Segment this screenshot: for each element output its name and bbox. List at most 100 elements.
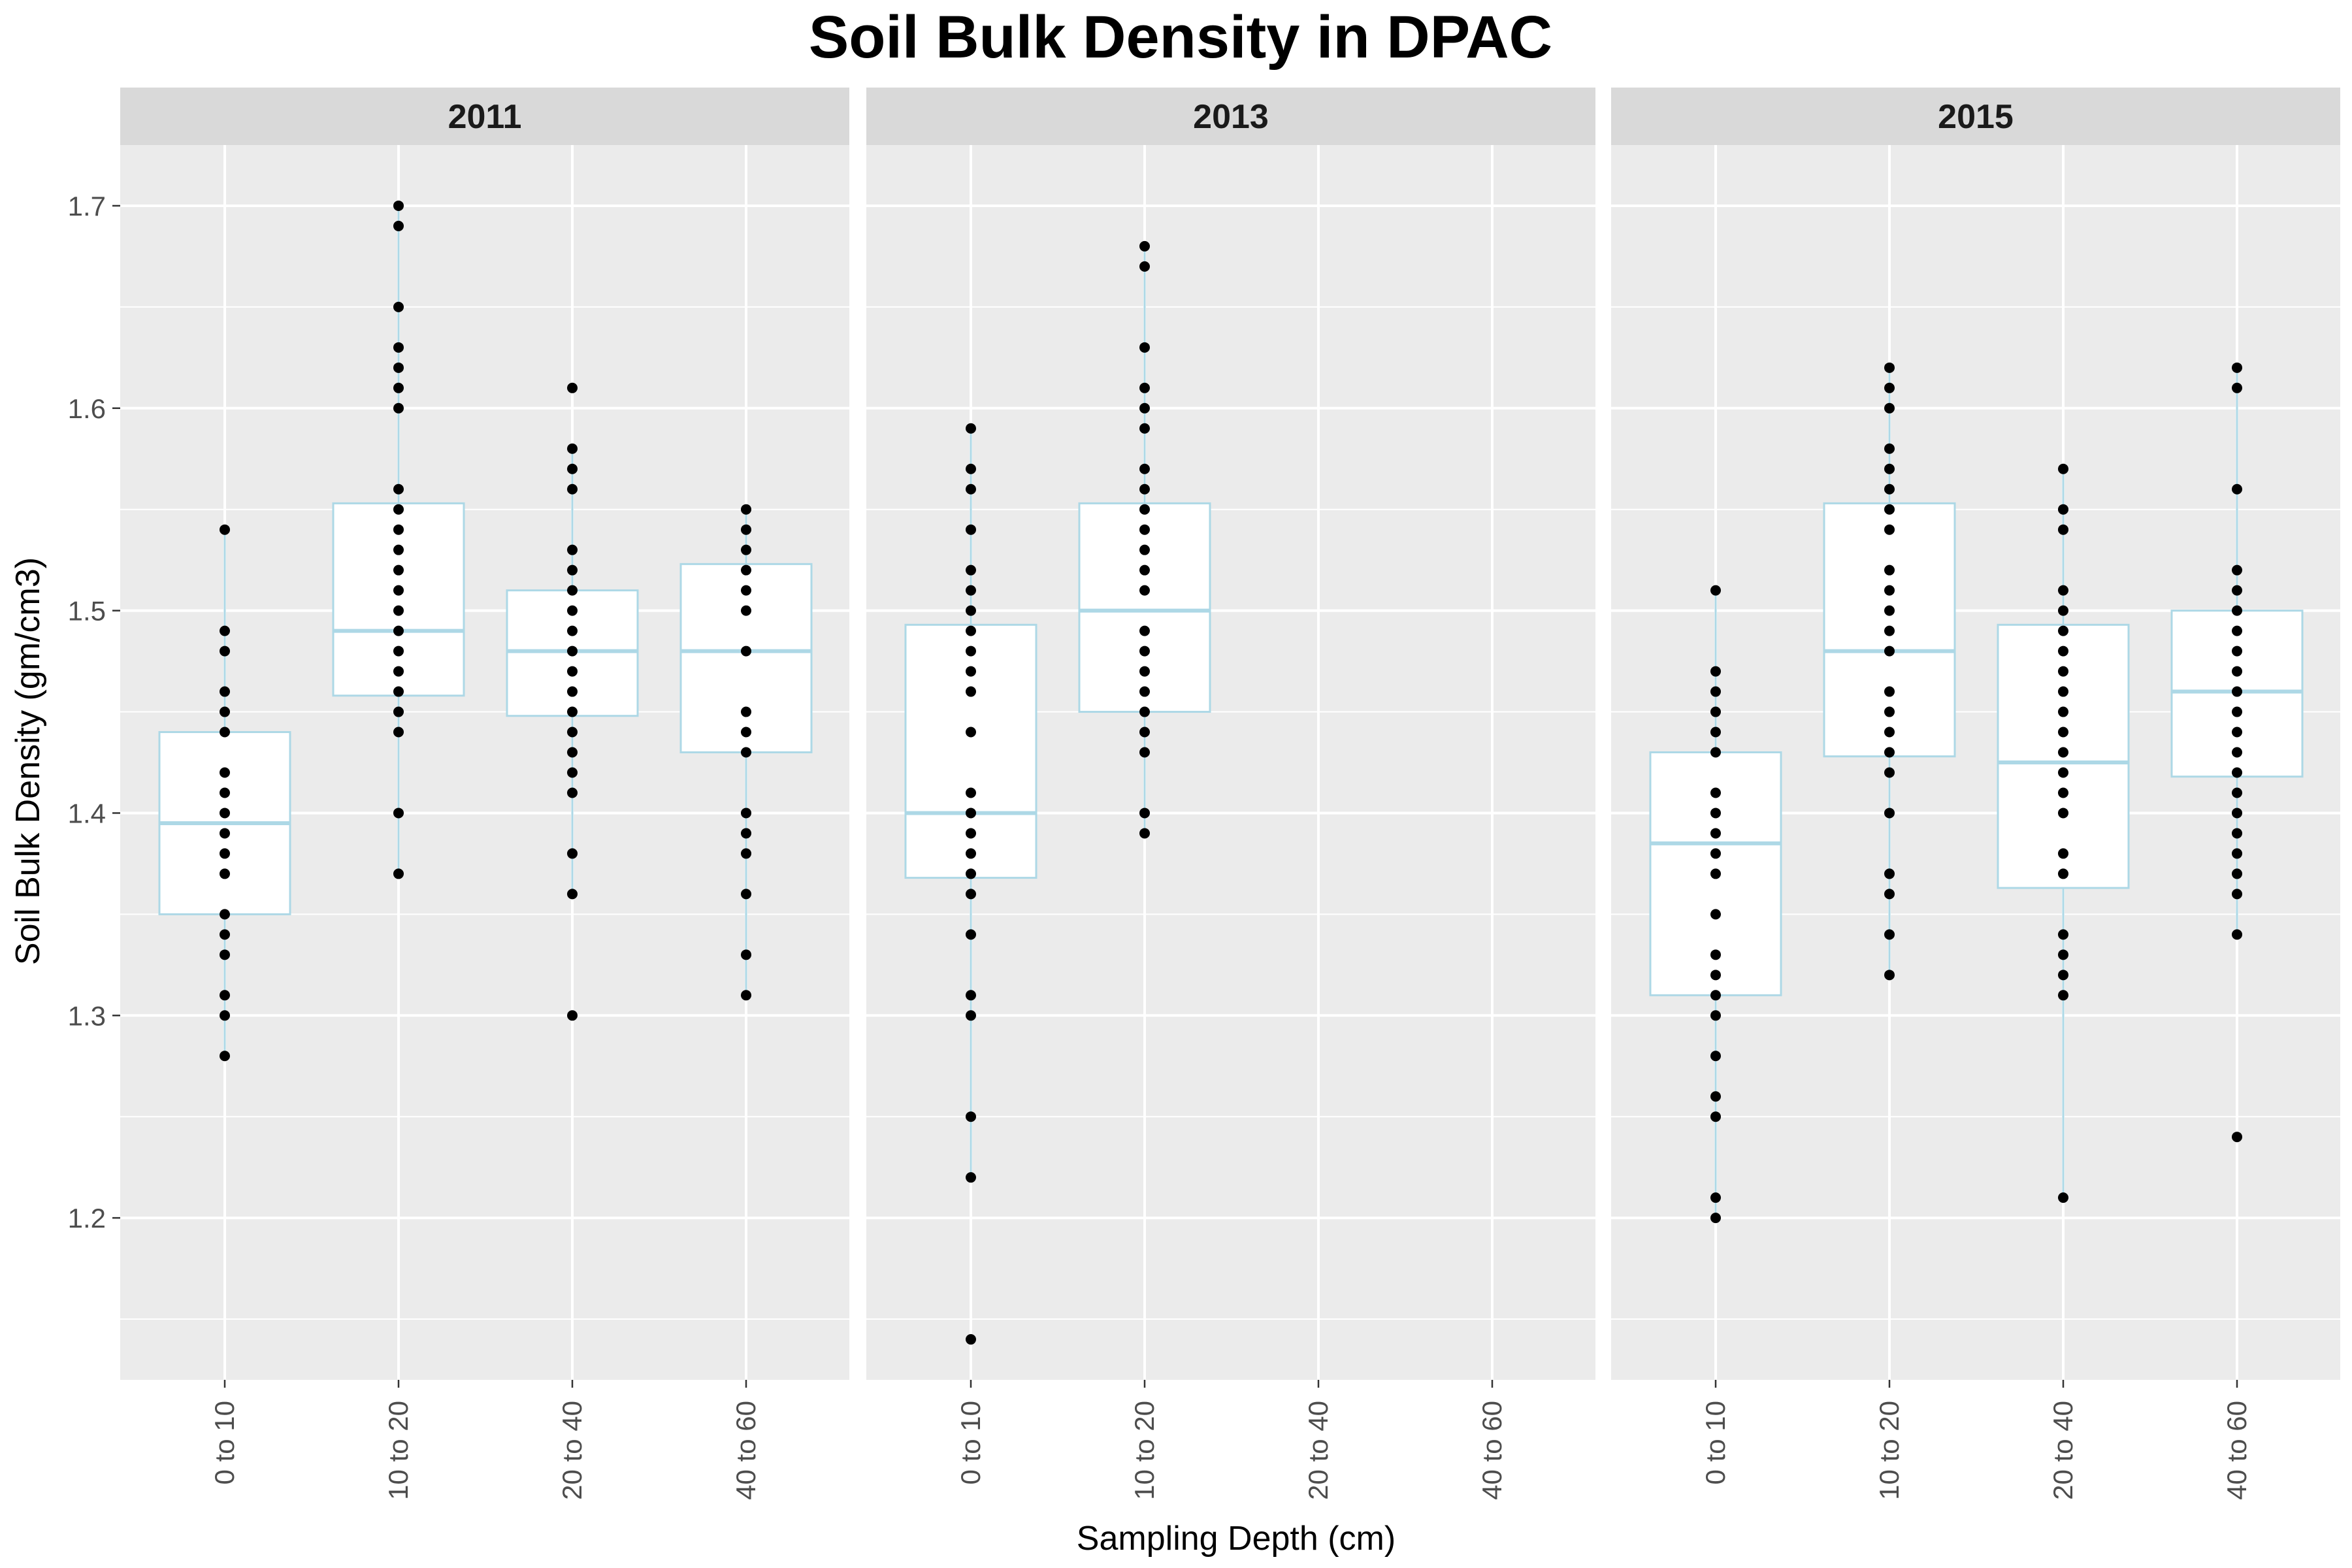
data-point — [1710, 1051, 1721, 1062]
data-point — [1139, 828, 1150, 839]
data-point — [567, 564, 578, 576]
y-tick-label: 1.5 — [68, 596, 106, 627]
data-point — [966, 1111, 976, 1122]
data-point — [966, 848, 976, 859]
data-point — [1710, 1213, 1721, 1224]
data-point — [2058, 605, 2068, 616]
boxplot-20-to-40 — [506, 382, 639, 1021]
data-point — [567, 1010, 578, 1021]
data-point — [220, 686, 230, 697]
data-point — [2232, 747, 2242, 758]
facet-panel-2015: 2015 0 to 10 10 to 20 20 to 40 40 to 60 — [1611, 88, 2340, 1500]
data-point — [220, 787, 230, 798]
data-point — [741, 706, 751, 717]
data-point — [741, 808, 751, 819]
data-point — [567, 706, 578, 717]
data-point — [567, 747, 578, 758]
data-point — [567, 727, 578, 738]
data-point — [966, 666, 976, 677]
box-iqr — [1078, 502, 1211, 713]
chart-title: Soil Bulk Density in DPAC — [809, 4, 1552, 71]
data-point — [1884, 970, 1895, 981]
data-point — [1884, 463, 1895, 474]
data-point — [220, 706, 230, 717]
x-axis: 0 to 10 10 to 20 20 to 40 40 to 60 — [955, 1380, 1507, 1500]
data-point — [741, 585, 751, 596]
data-point — [741, 504, 751, 515]
data-point — [393, 666, 404, 677]
data-point — [567, 463, 578, 474]
data-point — [1710, 949, 1721, 960]
data-point — [1710, 868, 1721, 879]
data-point — [1139, 585, 1150, 596]
data-point — [393, 504, 404, 515]
data-point — [2232, 808, 2242, 819]
data-point — [1884, 747, 1895, 758]
data-point — [1884, 524, 1895, 535]
data-point — [741, 848, 751, 859]
y-tick-label: 1.7 — [68, 191, 106, 221]
data-point — [567, 585, 578, 596]
data-point — [741, 727, 751, 738]
data-point — [966, 868, 976, 879]
data-point — [741, 949, 751, 960]
data-point — [393, 342, 404, 353]
data-point — [220, 645, 230, 657]
data-point — [1710, 686, 1721, 697]
data-point — [567, 645, 578, 657]
data-point — [1139, 504, 1150, 515]
boxplot-40-to-60 — [679, 504, 813, 1001]
data-point — [741, 747, 751, 758]
data-point — [1884, 686, 1895, 697]
data-point — [1710, 585, 1721, 596]
x-tick-label: 10 to 20 — [1129, 1401, 1160, 1500]
data-point — [966, 828, 976, 839]
data-point — [1884, 929, 1895, 940]
facet-panels: 2011 0 to 10 10 to 20 20 to 40 40 to 60 2013 0… — [120, 88, 2340, 1500]
data-point — [1710, 1111, 1721, 1122]
box-iqr — [904, 623, 1037, 879]
gridlines — [120, 145, 849, 1380]
data-point — [1884, 605, 1895, 616]
data-point — [220, 524, 230, 535]
data-point — [966, 686, 976, 697]
data-point — [393, 585, 404, 596]
x-tick-label: 10 to 20 — [1874, 1401, 1904, 1500]
data-point — [220, 949, 230, 960]
data-point — [966, 727, 976, 738]
data-point — [1710, 909, 1721, 920]
data-point — [2058, 524, 2068, 535]
data-point — [393, 727, 404, 738]
facet-panel-2011: 2011 0 to 10 10 to 20 20 to 40 40 to 60 — [120, 88, 849, 1500]
x-tick-label: 10 to 20 — [383, 1401, 414, 1500]
data-point — [2058, 808, 2068, 819]
data-point — [567, 889, 578, 900]
data-point — [220, 990, 230, 1001]
data-point — [2058, 463, 2068, 474]
data-point — [2232, 767, 2242, 778]
data-point — [1710, 1010, 1721, 1021]
data-point — [1139, 402, 1150, 414]
data-point — [1139, 463, 1150, 474]
data-point — [220, 868, 230, 879]
box-iqr — [332, 502, 465, 697]
data-point — [2058, 929, 2068, 940]
data-point — [966, 808, 976, 819]
data-point — [2232, 645, 2242, 657]
data-point — [393, 402, 404, 414]
data-point — [2232, 889, 2242, 900]
data-point — [1884, 767, 1895, 778]
data-point — [741, 524, 751, 535]
data-point — [220, 1051, 230, 1062]
data-point — [741, 889, 751, 900]
data-point — [567, 848, 578, 859]
facet-strip-label: 2011 — [448, 98, 522, 136]
data-point — [1139, 524, 1150, 535]
data-point — [1710, 1091, 1721, 1102]
data-point — [1884, 727, 1895, 738]
facet-strip — [1611, 88, 2340, 145]
facet-strip-label: 2015 — [1938, 98, 2014, 136]
data-point — [2232, 362, 2242, 373]
data-point — [2232, 625, 2242, 636]
data-point — [220, 828, 230, 839]
